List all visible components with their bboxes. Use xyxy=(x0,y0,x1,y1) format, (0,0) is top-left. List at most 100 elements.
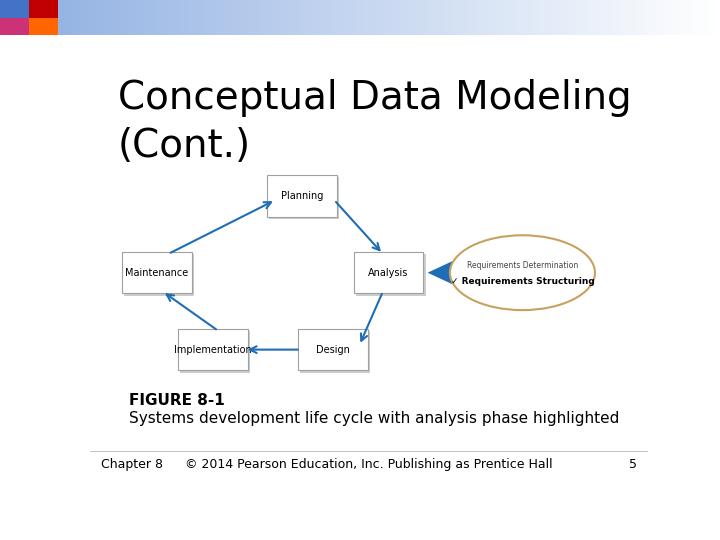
Bar xyxy=(529,0,533,35)
Bar xyxy=(562,0,565,35)
Bar xyxy=(68,0,72,35)
Bar xyxy=(320,0,324,35)
Bar xyxy=(14,0,18,35)
Bar xyxy=(666,0,670,35)
Bar xyxy=(464,0,468,35)
Bar xyxy=(364,0,367,35)
Bar xyxy=(623,0,626,35)
Bar xyxy=(162,0,166,35)
Bar xyxy=(342,0,346,35)
Bar xyxy=(371,0,374,35)
Bar xyxy=(446,0,450,35)
Bar xyxy=(0,17,29,35)
Bar xyxy=(328,0,331,35)
Bar xyxy=(0,0,29,17)
FancyBboxPatch shape xyxy=(300,332,370,373)
Text: FIGURE 8-1: FIGURE 8-1 xyxy=(129,393,225,408)
Bar xyxy=(677,0,680,35)
Bar xyxy=(288,0,292,35)
Bar xyxy=(18,0,22,35)
Bar xyxy=(673,0,677,35)
Bar xyxy=(335,0,338,35)
Bar xyxy=(551,0,554,35)
Bar xyxy=(22,0,25,35)
Bar xyxy=(396,0,400,35)
Bar xyxy=(659,0,662,35)
Bar xyxy=(648,0,652,35)
Bar xyxy=(418,0,421,35)
Bar xyxy=(508,0,511,35)
Bar xyxy=(158,0,162,35)
Bar xyxy=(706,0,709,35)
Bar xyxy=(598,0,601,35)
Bar xyxy=(619,0,623,35)
Bar xyxy=(97,0,101,35)
Bar xyxy=(374,0,378,35)
Bar xyxy=(220,0,223,35)
Bar xyxy=(83,0,86,35)
Bar xyxy=(90,0,94,35)
Bar xyxy=(54,0,58,35)
Bar xyxy=(230,0,234,35)
Bar xyxy=(86,0,90,35)
Bar xyxy=(356,0,360,35)
Bar xyxy=(436,0,439,35)
Bar xyxy=(130,0,133,35)
Bar xyxy=(266,0,270,35)
Bar xyxy=(425,0,428,35)
Bar xyxy=(205,0,209,35)
Bar xyxy=(144,0,148,35)
Bar xyxy=(518,0,522,35)
Bar xyxy=(256,0,259,35)
Bar xyxy=(11,0,14,35)
Bar xyxy=(248,0,252,35)
Bar xyxy=(605,0,608,35)
Bar xyxy=(533,0,536,35)
Bar xyxy=(137,0,140,35)
FancyBboxPatch shape xyxy=(356,254,426,296)
FancyBboxPatch shape xyxy=(267,175,337,217)
Bar xyxy=(547,0,551,35)
FancyBboxPatch shape xyxy=(122,252,192,294)
Bar xyxy=(688,0,691,35)
Wedge shape xyxy=(428,258,464,287)
Bar xyxy=(40,0,43,35)
Bar xyxy=(176,0,180,35)
Bar xyxy=(353,0,356,35)
Bar xyxy=(662,0,666,35)
Text: ✓ Requirements Structuring: ✓ Requirements Structuring xyxy=(451,276,594,286)
Bar xyxy=(641,0,644,35)
Bar xyxy=(652,0,655,35)
Bar xyxy=(403,0,407,35)
Bar xyxy=(540,0,544,35)
Bar xyxy=(284,0,288,35)
Bar xyxy=(565,0,569,35)
Bar xyxy=(281,0,284,35)
Bar xyxy=(691,0,695,35)
Bar xyxy=(536,0,540,35)
Bar xyxy=(500,0,504,35)
Bar xyxy=(486,0,490,35)
Bar xyxy=(94,0,97,35)
Bar xyxy=(443,0,446,35)
Bar xyxy=(234,0,238,35)
Bar xyxy=(389,0,392,35)
Bar xyxy=(644,0,648,35)
Bar xyxy=(382,0,385,35)
Bar xyxy=(601,0,605,35)
Text: © 2014 Pearson Education, Inc. Publishing as Prentice Hall: © 2014 Pearson Education, Inc. Publishin… xyxy=(185,458,553,471)
Bar xyxy=(461,0,464,35)
Bar xyxy=(295,0,299,35)
Bar xyxy=(713,0,716,35)
Bar xyxy=(209,0,212,35)
Bar xyxy=(698,0,702,35)
Bar xyxy=(169,0,173,35)
Text: Chapter 8: Chapter 8 xyxy=(101,458,163,471)
Bar xyxy=(680,0,684,35)
Bar xyxy=(317,0,320,35)
Bar xyxy=(112,0,115,35)
Ellipse shape xyxy=(450,235,595,310)
Bar xyxy=(32,0,36,35)
FancyBboxPatch shape xyxy=(180,332,250,373)
Bar xyxy=(472,0,475,35)
